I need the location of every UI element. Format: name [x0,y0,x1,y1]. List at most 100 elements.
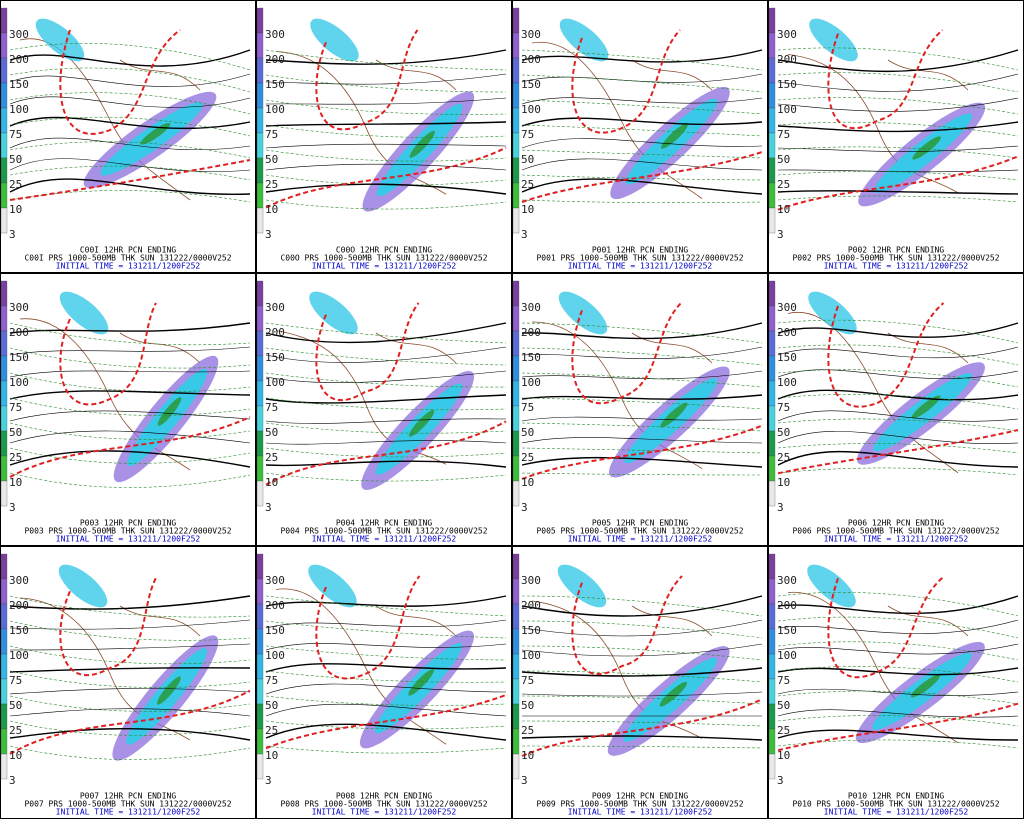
thickness-line [521,74,763,93]
thickness-line [265,670,507,683]
colorbar-label: 25 [9,724,22,737]
panel-description: P004 PRS 1000-500MB THK SUN 131222/0000V… [280,527,487,536]
thickness-line [9,92,251,115]
thickness-line [777,97,1019,115]
thickness-line [265,149,507,162]
colorbar-segment [0,653,8,680]
colorbar-label: 100 [265,376,285,389]
colorbar-segment [0,7,8,34]
isobar [521,178,763,195]
thickness-line [521,422,763,432]
precip-area [808,291,857,335]
colorbar-segment [768,330,776,357]
thickness-line [265,695,507,706]
colorbar-segment [768,430,776,457]
isobar [9,137,251,151]
precip-area [310,18,359,62]
coastline [787,54,969,194]
colorbar-segment [0,305,8,332]
thickness-line [265,720,507,730]
isobar [521,138,763,149]
thickness-line [9,422,251,440]
colorbar-label: 150 [265,351,285,364]
isobar [265,121,507,127]
colorbar-segment [512,553,520,580]
colorbar-label: 75 [9,128,22,141]
colorbar-segment [512,653,520,680]
colorbar-segment [0,107,8,134]
colorbar-segment [768,578,776,605]
thickness-line [9,670,251,688]
isobar [777,322,1019,338]
thickness-line [9,190,251,203]
thickness-line [777,666,1019,683]
isobar [265,703,507,717]
isobar [777,369,1019,379]
isobar [521,643,763,657]
colorbar-segment [768,455,776,482]
thickness-line [265,645,507,661]
colorbar-segment [0,753,8,780]
isobar [9,410,251,422]
isobar [265,394,507,404]
isobar [9,708,251,717]
freezing-line [315,575,421,680]
colorbar-segment [256,553,264,580]
colorbar-segment [0,32,8,59]
precip-area [910,674,940,698]
isobar [521,416,763,422]
panel-frame [256,546,512,819]
panel-initial-time: INITIAL TIME = 131211/1200F252 [56,808,201,817]
freezing-line [827,302,945,408]
isobar [9,346,251,356]
isobar [265,683,507,695]
thickness-line [9,447,251,464]
colorbar-segment [0,405,8,432]
colorbar-segment [512,703,520,730]
thickness-line [777,146,1019,159]
colorbar-segment [512,405,520,432]
isobar [777,595,1019,615]
isobar [265,440,507,445]
precip-area [559,18,609,62]
colorbar-label: 50 [521,699,534,712]
colorbar-segment [768,628,776,655]
colorbar-label: 75 [777,128,790,141]
panel-description: P010 PRS 1000-500MB THK SUN 131222/0000V… [792,800,999,809]
thickness-line [265,595,507,617]
colorbar-segment [256,455,264,482]
freezing-line [265,146,507,209]
isobar [521,691,763,697]
thickness-line [777,319,1019,344]
colorbar-label: 3 [777,228,784,241]
panel-description: P005 PRS 1000-500MB THK SUN 131222/0000V… [536,527,743,536]
isobar [777,619,1019,634]
isobar [521,595,763,617]
colorbar-label: 25 [521,724,534,737]
freezing-line [315,29,419,131]
colorbar-segment [0,330,8,357]
colorbar-segment [512,603,520,630]
colorbar-label: 200 [777,599,797,612]
panel-description: P003 PRS 1000-500MB THK SUN 131222/0000V… [24,527,231,536]
thickness-line [9,322,251,346]
thickness-line [521,199,763,203]
freezing-line [827,575,946,679]
precip-area [58,564,108,608]
colorbar-label: 200 [265,326,285,339]
colorbar-label: 10 [521,476,534,489]
colorbar-label: 75 [265,128,278,141]
colorbar-segment [256,355,264,382]
colorbar-label: 200 [777,53,797,66]
map-panel: 300 200 150 100 75 50 25 10 3 P008 12HR PCN ENDIN… [256,546,512,819]
panel-description: P007 PRS 1000-500MB THK SUN 131222/0000V… [24,800,231,809]
colorbar-segment [256,480,264,507]
precip-area [308,564,357,608]
panel-caption: P001 12HR PCN ENDING [592,246,689,255]
thickness-line [265,422,507,434]
thickness-line [265,99,507,115]
colorbar-label: 25 [521,178,534,191]
isobar [9,96,251,108]
isobar [265,619,507,629]
colorbar-segment [768,82,776,109]
